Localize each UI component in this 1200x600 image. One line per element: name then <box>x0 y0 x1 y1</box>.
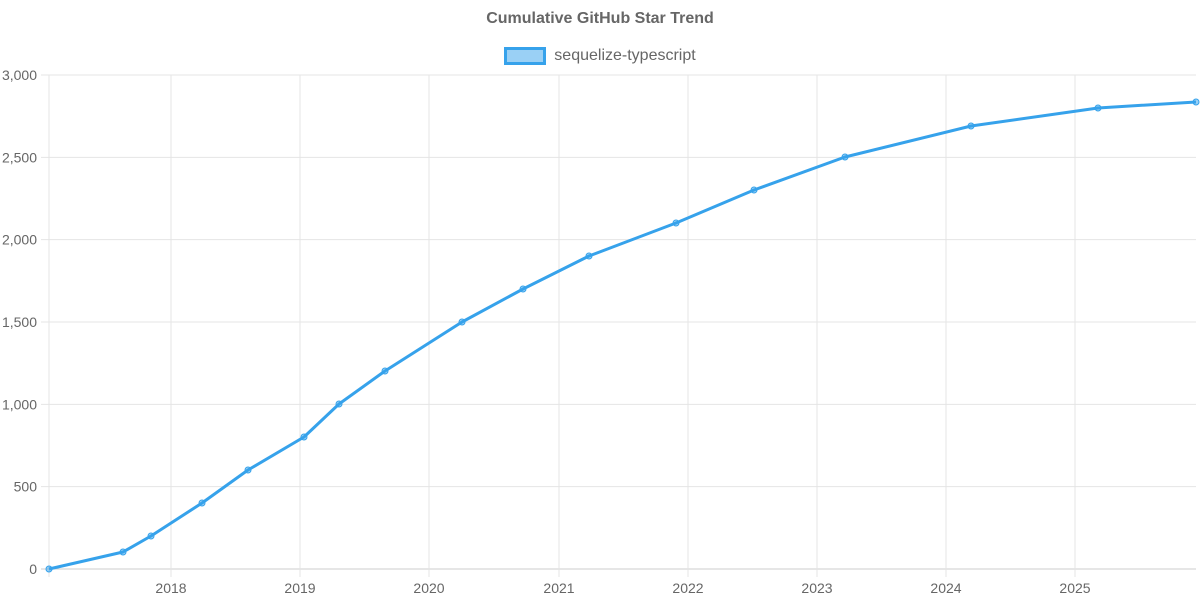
x-tick-label: 2019 <box>284 580 315 596</box>
data-point[interactable] <box>519 285 527 293</box>
legend[interactable]: sequelize-typescript <box>0 47 1200 65</box>
data-point[interactable] <box>967 122 975 130</box>
data-point[interactable] <box>45 565 53 573</box>
data-point[interactable] <box>1094 104 1102 112</box>
chart-title: Cumulative GitHub Star Trend <box>486 10 714 27</box>
data-point[interactable] <box>1192 98 1200 106</box>
y-tick-label: 500 <box>14 479 38 495</box>
data-point[interactable] <box>300 433 308 441</box>
data-point[interactable] <box>672 219 680 227</box>
x-tick-label: 2024 <box>930 580 961 596</box>
y-tick-label: 1,500 <box>2 314 37 330</box>
data-point[interactable] <box>750 186 758 194</box>
y-tick-label: 2,500 <box>2 149 37 165</box>
data-point[interactable] <box>244 466 252 474</box>
data-point[interactable] <box>458 318 466 326</box>
y-tick-label: 0 <box>29 561 37 577</box>
data-point[interactable] <box>147 532 155 540</box>
series-line <box>48 100 1197 571</box>
data-point[interactable] <box>585 252 593 260</box>
x-tick-label: 2022 <box>672 580 703 596</box>
x-tick-label: 2020 <box>413 580 444 596</box>
data-point[interactable] <box>198 499 206 507</box>
legend-swatch-icon <box>504 47 547 65</box>
x-tick-label: 2018 <box>155 580 186 596</box>
x-tick-label: 2021 <box>543 580 574 596</box>
y-tick-label: 3,000 <box>2 67 37 83</box>
data-point[interactable] <box>381 367 389 375</box>
x-tick-label: 2023 <box>801 580 832 596</box>
y-tick-label: 1,000 <box>2 396 37 412</box>
data-point[interactable] <box>335 400 343 408</box>
legend-label: sequelize-typescript <box>554 47 696 64</box>
data-point[interactable] <box>841 153 849 161</box>
data-point[interactable] <box>119 548 127 556</box>
x-tick-label: 2025 <box>1059 580 1090 596</box>
y-tick-label: 2,000 <box>2 232 37 248</box>
